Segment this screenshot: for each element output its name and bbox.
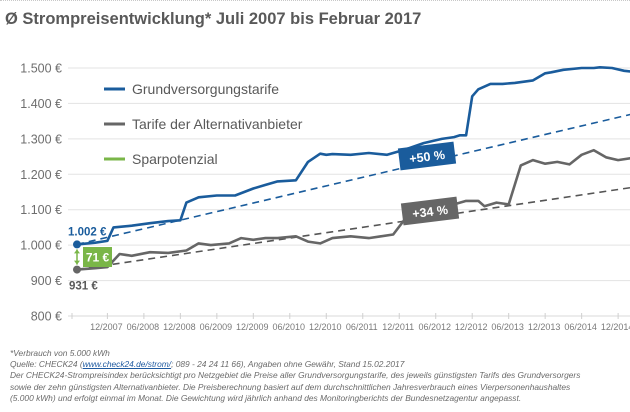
savings-badge-label: 71 €: [86, 251, 110, 265]
chart-title: Ø Strompreisentwicklung* Juli 2007 bis F…: [5, 10, 422, 28]
start-point-alternativ: [73, 265, 81, 274]
source-suffix: ; 089 - 24 24 11 66), Angaben ohne Gewäh…: [171, 359, 405, 370]
growth-badge-grundversorgung-box: [397, 141, 457, 171]
savings-badge: [83, 247, 112, 268]
start-value-alternativ: 931 €: [69, 281, 98, 293]
trendline-grundversorgung: [76, 113, 630, 246]
series-line-grundversorgung: [75, 66, 630, 246]
x-tick-label: 06/2011: [346, 322, 378, 332]
source-link[interactable]: www.check24.de/strom/: [82, 359, 172, 370]
footnote: *Verbrauch von 5.000 kWh: [10, 348, 110, 358]
x-tick-label: 12/2008: [163, 322, 196, 332]
legend-label: Tarife der Alternativanbieter: [132, 116, 303, 132]
chart-area: 800 € 900 € 1.000 € 1.100 € 1.200 € 1.300 € 1.…: [20, 62, 630, 332]
y-tick-label: 1.300 €: [20, 132, 62, 146]
methodology-line-2: sowie der zehn günstigsten Alternativanb…: [10, 381, 571, 392]
x-tick-label: 12/2011: [382, 322, 414, 332]
footer: *Verbrauch von 5.000 kWh Quelle: CHECK24…: [10, 348, 625, 404]
trendline-alternativ: [76, 186, 630, 271]
x-tick-label: 06/2014: [564, 322, 597, 332]
x-tick-label: 12/2012: [455, 322, 488, 332]
source-prefix: Quelle: CHECK24 (: [10, 359, 83, 370]
gridlines: [68, 67, 630, 282]
x-tick-label: 12/2007: [90, 322, 123, 332]
growth-badge-alternativ: +34 %: [400, 196, 460, 226]
start-value-grundversorgung: 1.002 €: [68, 226, 107, 238]
x-tick-label: 06/2012: [418, 322, 451, 332]
methodology-line-3: (5.000 kWh) und erfolgt einmal im Monat.…: [10, 392, 522, 403]
y-tick-label: 1.200 €: [20, 168, 62, 182]
methodology-line-1: Der CHECK24-Strompreisindex berücksichti…: [10, 370, 581, 381]
y-tick-label: 1.500 €: [20, 62, 62, 76]
top-dotted-border: [0, 0, 630, 1]
growth-badge-alternativ-label: +34 %: [412, 203, 449, 221]
arrow-head-up: [74, 249, 80, 254]
x-tick-label: 06/2008: [127, 322, 160, 332]
x-tick-label: 06/2010: [273, 322, 306, 332]
start-point-grundversorgung: [73, 240, 81, 249]
growth-badge-alternativ-box: [400, 196, 460, 226]
growth-badge-grundversorgung-label: +50 %: [409, 148, 446, 166]
y-tick-label: 1.000 €: [20, 239, 62, 253]
x-axis: 12/2007 06/2008 12/2008 06/2009 12/2009 06/20…: [68, 313, 630, 332]
y-tick-label: 1.400 €: [20, 97, 62, 111]
arrow-head-down: [74, 260, 80, 265]
x-tick-label: 12/2013: [528, 322, 561, 332]
source-line: Quelle: CHECK24 (www.check24.de/strom/; …: [10, 359, 625, 370]
x-tick-label: 06/2009: [200, 322, 233, 332]
y-tick-label: 800 €: [31, 310, 62, 324]
growth-badge-grundversorgung: +50 %: [397, 141, 457, 171]
legend: Grundversorgungstarife Tarife der Alterna…: [104, 81, 303, 167]
y-tick-label: 900 €: [31, 274, 62, 288]
trendlines: [76, 113, 630, 271]
x-tick-label: 12/2009: [236, 322, 269, 332]
annotations: 1.002 € 931 € 71 € +50 % +34 %: [68, 141, 460, 293]
x-tick-label: 12/2014: [601, 322, 630, 332]
legend-label: Grundversorgungstarife: [132, 81, 279, 97]
y-axis: 800 € 900 € 1.000 € 1.100 € 1.200 € 1.300 € 1.…: [20, 62, 62, 324]
series-lines: [73, 66, 630, 274]
y-tick-label: 1.100 €: [20, 203, 62, 217]
x-tick-label: 12/2010: [309, 322, 342, 332]
x-tick-label: 06/2013: [491, 322, 524, 332]
legend-label: Sparpotenzial: [132, 151, 218, 167]
